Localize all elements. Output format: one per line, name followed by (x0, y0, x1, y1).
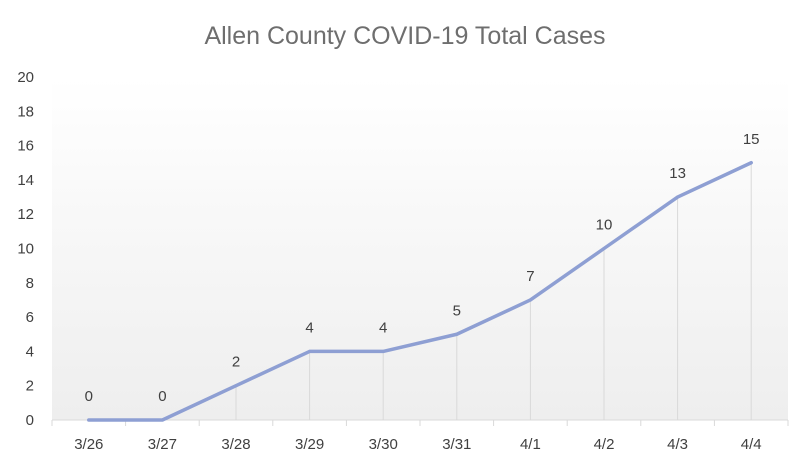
data-label: 10 (596, 217, 613, 234)
y-tick-label: 20 (17, 69, 34, 86)
x-tick-label: 3/30 (369, 436, 398, 453)
data-point (528, 298, 532, 302)
x-tick-label: 3/27 (148, 436, 177, 453)
x-tick-label: 4/4 (741, 436, 762, 453)
data-point (87, 418, 91, 422)
y-tick-label: 18 (17, 103, 34, 120)
data-label: 5 (453, 302, 461, 319)
y-tick-label: 8 (26, 275, 34, 292)
plot-area (52, 77, 788, 420)
y-tick-label: 16 (17, 138, 34, 155)
data-point (749, 161, 753, 165)
y-tick-label: 6 (26, 309, 34, 326)
series-line-group (87, 161, 753, 422)
data-point (234, 384, 238, 388)
data-label: 4 (305, 319, 313, 336)
data-label: 0 (158, 388, 166, 405)
data-point (602, 247, 606, 250)
y-tick-label: 4 (26, 343, 34, 360)
data-point (455, 332, 459, 336)
chart-title: Allen County COVID-19 Total Cases (204, 22, 605, 50)
data-label: 0 (85, 388, 93, 405)
y-tick-label: 2 (26, 378, 34, 395)
x-tick-label: 4/2 (594, 436, 615, 453)
series-line (87, 161, 753, 422)
data-point (381, 349, 385, 353)
data-label: 4 (379, 319, 387, 336)
y-axis-ticks: 0 2 4 6 8 10 12 14 16 18 20 (17, 69, 34, 429)
data-label: 7 (526, 268, 534, 285)
x-tick-label: 3/26 (74, 436, 103, 453)
data-label: 15 (743, 131, 760, 148)
y-tick-label: 14 (17, 172, 34, 189)
x-tick-label: 4/3 (667, 436, 688, 453)
data-point (676, 195, 680, 199)
drop-lines (235, 162, 752, 420)
x-tick-label: 4/1 (520, 436, 541, 453)
x-tick-label: 3/31 (442, 436, 471, 453)
data-point (308, 349, 312, 353)
x-tick-label: 3/29 (295, 436, 324, 453)
x-axis-ticks: 3/26 3/27 3/28 3/29 3/30 3/31 4/1 4/2 4/3 4/4 (51, 420, 789, 453)
y-tick-label: 0 (26, 412, 34, 429)
y-tick-label: 10 (17, 241, 34, 258)
x-tick-label: 3/28 (221, 436, 250, 453)
data-label: 13 (669, 165, 686, 182)
data-label: 2 (232, 354, 240, 371)
data-labels: 0 0 2 4 4 5 7 10 13 15 (85, 131, 760, 405)
data-point (160, 418, 164, 422)
y-tick-label: 12 (17, 206, 34, 223)
